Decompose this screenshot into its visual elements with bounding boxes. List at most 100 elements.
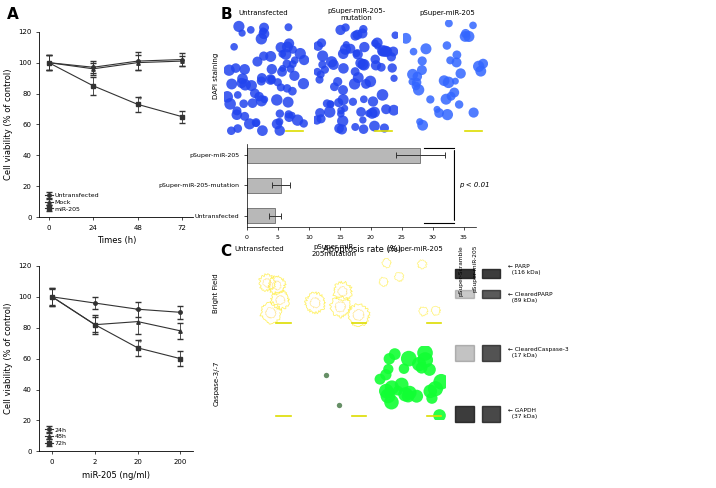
Point bbox=[280, 50, 291, 58]
Point bbox=[339, 45, 351, 53]
Point bbox=[253, 93, 265, 101]
Bar bbox=[247, 208, 275, 223]
Point bbox=[363, 109, 374, 117]
Point bbox=[230, 64, 241, 72]
Point bbox=[258, 30, 270, 38]
Point bbox=[281, 60, 293, 68]
Point bbox=[349, 68, 361, 76]
Point bbox=[435, 378, 447, 386]
Point bbox=[443, 20, 455, 27]
Point bbox=[468, 109, 479, 117]
Point bbox=[357, 30, 368, 38]
Point bbox=[231, 111, 243, 119]
Point bbox=[285, 65, 296, 73]
Text: Untransfected: Untransfected bbox=[234, 246, 284, 252]
Point bbox=[389, 350, 400, 358]
Point bbox=[274, 110, 286, 118]
Point bbox=[283, 23, 294, 31]
Text: ← ClearedCaspase-3
  (17 kDa): ← ClearedCaspase-3 (17 kDa) bbox=[508, 347, 569, 358]
Point bbox=[316, 61, 328, 68]
Bar bbox=[455, 290, 474, 298]
Point bbox=[256, 97, 267, 105]
Point bbox=[433, 109, 445, 117]
Point bbox=[284, 113, 295, 121]
Point bbox=[400, 390, 411, 398]
Point bbox=[338, 64, 349, 72]
Point bbox=[417, 122, 428, 129]
Point bbox=[451, 59, 463, 66]
Point bbox=[333, 401, 344, 408]
Point bbox=[430, 385, 441, 393]
Bar bbox=[455, 345, 474, 361]
Point bbox=[274, 127, 286, 135]
Point bbox=[287, 60, 299, 68]
Point bbox=[289, 56, 301, 64]
Text: *: * bbox=[137, 96, 142, 105]
Point bbox=[381, 48, 392, 56]
Point bbox=[478, 60, 489, 67]
Point bbox=[340, 23, 352, 31]
Point bbox=[320, 371, 332, 379]
Point bbox=[351, 49, 362, 57]
Point bbox=[453, 101, 465, 108]
Bar bbox=[482, 345, 500, 361]
Point bbox=[369, 40, 381, 47]
Point bbox=[411, 79, 422, 86]
Point bbox=[408, 48, 420, 56]
Point bbox=[413, 360, 425, 368]
Text: pSuper-miR-205: pSuper-miR-205 bbox=[387, 246, 443, 252]
Point bbox=[473, 62, 485, 70]
Point bbox=[349, 32, 361, 40]
Point bbox=[425, 387, 436, 395]
Point bbox=[352, 74, 364, 81]
Y-axis label: Cell viability (% of control): Cell viability (% of control) bbox=[4, 303, 13, 414]
Point bbox=[298, 80, 309, 87]
Point bbox=[414, 118, 425, 125]
Point bbox=[337, 96, 349, 103]
Point bbox=[325, 101, 337, 108]
Point bbox=[326, 58, 337, 66]
Point bbox=[431, 105, 442, 113]
Text: Bright Field: Bright Field bbox=[213, 273, 219, 313]
Point bbox=[377, 48, 388, 56]
Point bbox=[420, 45, 432, 53]
Point bbox=[314, 109, 326, 117]
Bar bbox=[247, 148, 420, 163]
Point bbox=[407, 78, 418, 86]
Point bbox=[347, 98, 359, 106]
Point bbox=[298, 120, 309, 127]
Bar bbox=[482, 406, 500, 422]
Point bbox=[388, 106, 400, 114]
Text: pSuper-miR-205-
mutation: pSuper-miR-205- mutation bbox=[327, 8, 386, 21]
Point bbox=[377, 47, 389, 55]
Point bbox=[377, 91, 388, 99]
Point bbox=[380, 387, 392, 395]
X-axis label: Apoptosis rate (%): Apoptosis rate (%) bbox=[323, 245, 400, 254]
Point bbox=[286, 87, 298, 95]
Point bbox=[226, 80, 238, 88]
Point bbox=[475, 67, 486, 75]
Point bbox=[337, 117, 349, 125]
Text: C: C bbox=[221, 244, 232, 259]
Point bbox=[352, 50, 364, 58]
Point bbox=[258, 52, 269, 60]
Point bbox=[370, 61, 382, 69]
Point bbox=[440, 95, 452, 103]
Point bbox=[392, 386, 404, 394]
Point bbox=[403, 355, 415, 363]
X-axis label: miR-205 (ng/ml): miR-205 (ng/ml) bbox=[82, 470, 150, 480]
Point bbox=[410, 82, 422, 90]
Point bbox=[438, 77, 450, 84]
Point bbox=[252, 58, 263, 65]
Point bbox=[382, 392, 394, 400]
Point bbox=[337, 86, 349, 94]
Point bbox=[226, 127, 237, 135]
Point bbox=[441, 41, 453, 49]
Point bbox=[335, 26, 347, 34]
Point bbox=[321, 100, 333, 107]
Text: *: * bbox=[137, 339, 142, 348]
Text: A: A bbox=[7, 7, 19, 22]
Point bbox=[451, 51, 463, 59]
Point bbox=[357, 25, 369, 33]
Point bbox=[287, 46, 299, 54]
